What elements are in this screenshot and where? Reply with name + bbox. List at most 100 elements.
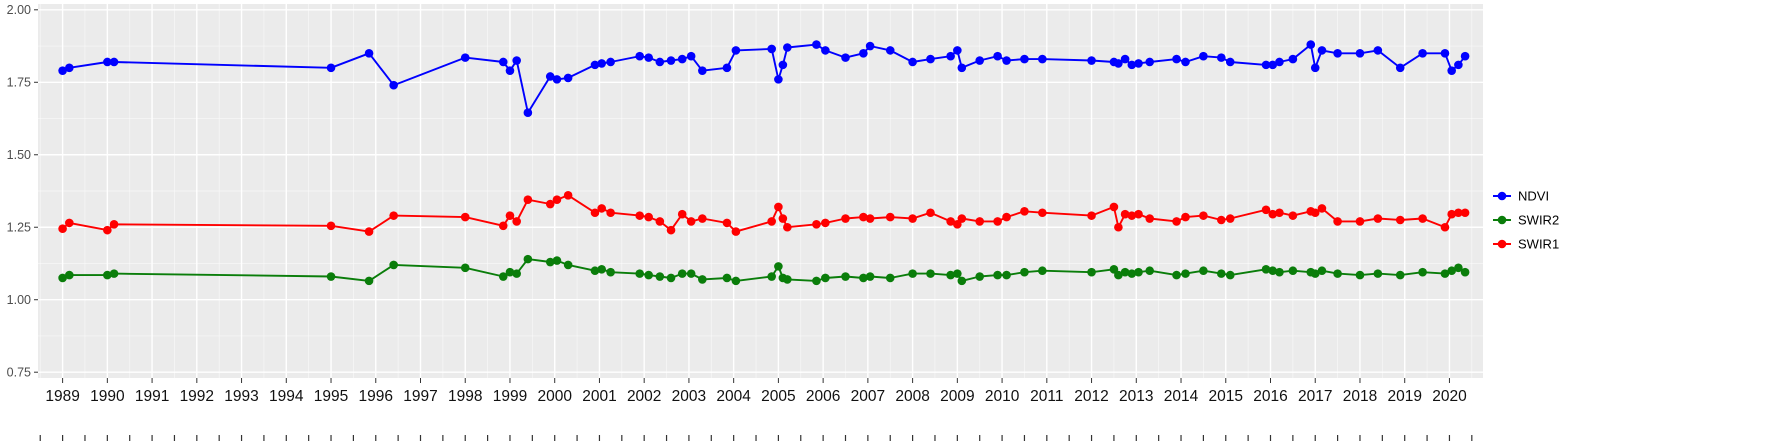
data-point-ndvi (812, 40, 821, 49)
x-tick-label: 2004 (716, 388, 751, 405)
data-point-ndvi (655, 57, 665, 67)
data-point-swir2 (460, 263, 470, 273)
data-point-ndvi (1355, 48, 1365, 58)
x-tick-label: 2018 (1343, 388, 1377, 405)
data-point-swir1 (1268, 209, 1278, 219)
data-point-swir1 (778, 214, 788, 223)
x-tick-label: 2005 (761, 388, 795, 405)
data-point-ndvi (783, 43, 792, 52)
data-point-swir2 (821, 273, 830, 283)
x-tick-label: 2011 (1030, 388, 1063, 405)
data-point-swir2 (1225, 270, 1235, 280)
data-point-ndvi (1134, 59, 1143, 68)
data-point-swir2 (666, 273, 676, 283)
y-tick-label: 2.00 (7, 3, 31, 17)
data-point-ndvi (841, 53, 850, 62)
data-point-swir2 (1127, 269, 1137, 278)
data-point-swir2 (1355, 270, 1365, 280)
data-point-swir1 (326, 221, 336, 231)
data-point-ndvi (1268, 60, 1278, 70)
data-point-ndvi (512, 56, 521, 65)
data-point-ndvi (975, 56, 985, 65)
data-point-swir1 (1261, 205, 1271, 215)
data-point-swir1 (1418, 214, 1427, 223)
data-point-swir2 (655, 272, 665, 281)
data-point-ndvi (859, 48, 868, 58)
data-point-swir2 (957, 276, 967, 286)
data-point-ndvi (523, 108, 533, 118)
data-point-ndvi (103, 57, 112, 67)
data-point-ndvi (552, 75, 562, 84)
data-point-ndvi (1454, 60, 1463, 70)
data-point-ndvi (1306, 40, 1316, 49)
data-point-swir1 (698, 214, 707, 223)
data-point-ndvi (1261, 60, 1271, 70)
data-point-swir2 (731, 276, 741, 286)
data-point-swir2 (590, 266, 600, 276)
x-tick-label: 2020 (1432, 388, 1467, 405)
data-point-swir1 (389, 211, 398, 220)
data-point-swir2 (722, 273, 732, 283)
data-point-ndvi (926, 54, 935, 64)
x-tick-label: 1999 (493, 388, 527, 405)
data-point-swir2 (946, 270, 955, 280)
data-point-ndvi (606, 57, 615, 67)
legend-key-dot (1497, 239, 1507, 249)
data-point-ndvi (1460, 51, 1470, 61)
data-point-ndvi (563, 73, 573, 83)
data-point-swir2 (1087, 267, 1096, 277)
y-tick-label: 1.50 (7, 148, 31, 162)
x-tick-label: 2000 (537, 388, 572, 405)
x-tick-label: 2002 (627, 388, 661, 405)
data-point-ndvi (722, 63, 732, 73)
data-point-ndvi (505, 66, 515, 75)
x-tick-label: 1991 (135, 388, 169, 405)
data-point-ndvi (731, 46, 741, 55)
data-point-swir2 (364, 276, 374, 286)
data-point-swir2 (1310, 269, 1320, 278)
data-point-swir2 (1216, 269, 1226, 278)
data-point-ndvi (774, 75, 783, 84)
data-point-swir2 (812, 276, 821, 286)
data-point-swir2 (1261, 264, 1271, 274)
data-point-ndvi (677, 54, 687, 64)
data-point-swir2 (1114, 270, 1123, 280)
data-point-ndvi (953, 46, 962, 55)
data-point-swir1 (783, 222, 792, 232)
data-point-swir1 (1087, 211, 1096, 220)
data-point-ndvi (1172, 54, 1181, 64)
x-tick-label: 2010 (985, 388, 1020, 405)
data-point-ndvi (597, 59, 606, 68)
data-point-swir1 (677, 209, 687, 219)
data-point-swir1 (545, 199, 555, 209)
data-point-swir2 (1109, 264, 1119, 274)
data-point-ndvi (1199, 51, 1208, 61)
data-point-ndvi (364, 48, 374, 58)
data-point-swir1 (1288, 211, 1298, 220)
data-point-swir2 (1038, 266, 1047, 276)
data-point-swir1 (655, 217, 665, 226)
data-point-ndvi (698, 66, 707, 75)
data-point-swir2 (865, 272, 875, 281)
data-point-swir1 (908, 214, 917, 223)
data-point-swir2 (389, 260, 398, 270)
data-point-swir2 (1275, 267, 1284, 277)
data-point-swir2 (1440, 269, 1450, 278)
data-point-swir2 (498, 272, 508, 281)
data-point-ndvi (1440, 48, 1450, 58)
x-tick-label: 1996 (359, 388, 393, 405)
data-point-ndvi (389, 80, 398, 90)
data-point-swir1 (1120, 209, 1130, 219)
data-point-swir1 (1216, 215, 1226, 225)
x-tick-label: 2001 (582, 388, 616, 405)
data-point-swir1 (1109, 202, 1119, 212)
data-point-swir1 (1225, 214, 1235, 223)
data-point-swir1 (865, 214, 875, 223)
x-tick-label: 2015 (1209, 388, 1243, 405)
data-point-ndvi (1395, 63, 1405, 73)
data-point-swir1 (505, 211, 515, 220)
data-point-swir1 (946, 217, 955, 226)
data-point-swir2 (1288, 266, 1298, 276)
data-point-swir2 (1333, 269, 1342, 278)
